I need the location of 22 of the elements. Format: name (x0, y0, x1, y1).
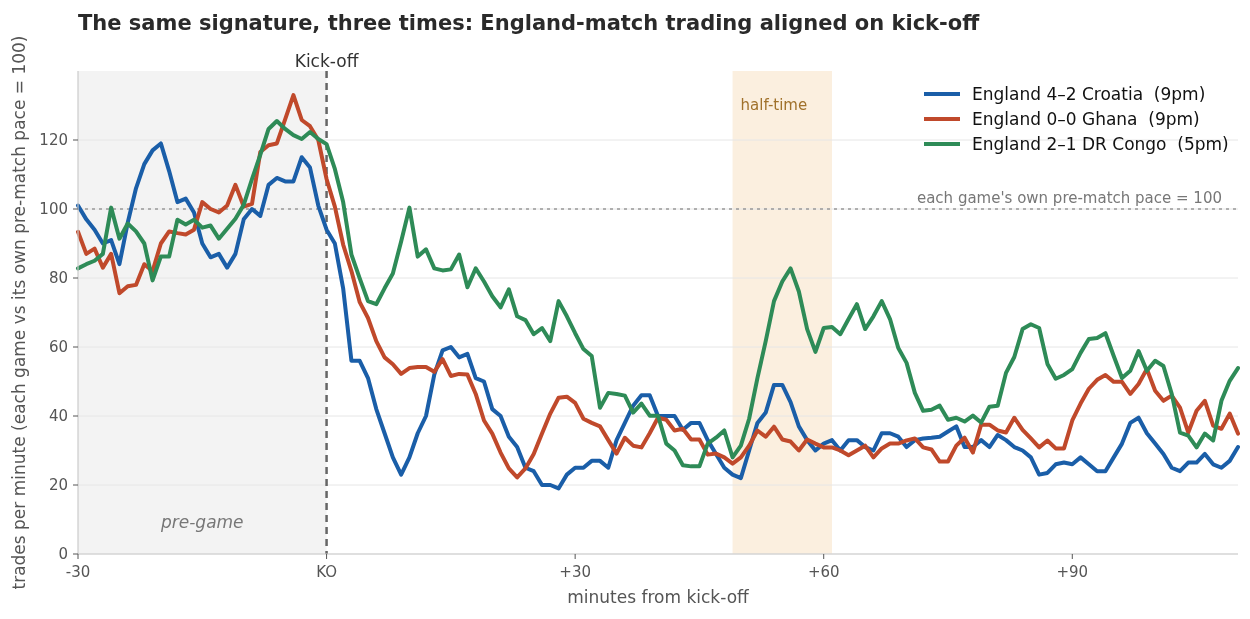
y-tick-label: 40 (48, 407, 68, 426)
x-tick-label: +30 (559, 563, 591, 581)
legend-label: England 0–0 Ghana (9pm) (972, 108, 1200, 129)
legend-label: England 4–2 Croatia (9pm) (972, 83, 1206, 104)
ref-line-label: each game's own pre-match pace = 100 (916, 189, 1222, 207)
x-tick-label: +90 (1056, 563, 1089, 581)
y-tick-label: 20 (48, 476, 68, 495)
y-tick-label: 120 (39, 131, 68, 150)
x-tick-label: KO (316, 563, 337, 581)
chart-title: The same signature, three times: England-match trading aligned on kick-off (78, 11, 981, 35)
y-tick-label: 60 (48, 338, 68, 357)
x-axis-title: minutes from kick-off (567, 587, 751, 607)
x-tick-label: -30 (65, 563, 91, 581)
band-label: half-time (740, 96, 808, 114)
y-tick-label: 100 (39, 200, 68, 219)
band-label: pre-game (159, 512, 244, 532)
y-tick-label: 0 (58, 545, 68, 564)
legend-label: England 2–1 DR Congo (5pm) (972, 133, 1229, 154)
ref-line-label: Kick-off (294, 51, 360, 71)
x-tick-label: +60 (807, 563, 840, 581)
y-tick-label: 80 (48, 269, 68, 288)
y-axis-title: trades per minute (each game vs its own pre-match pace = 100) (9, 35, 29, 590)
